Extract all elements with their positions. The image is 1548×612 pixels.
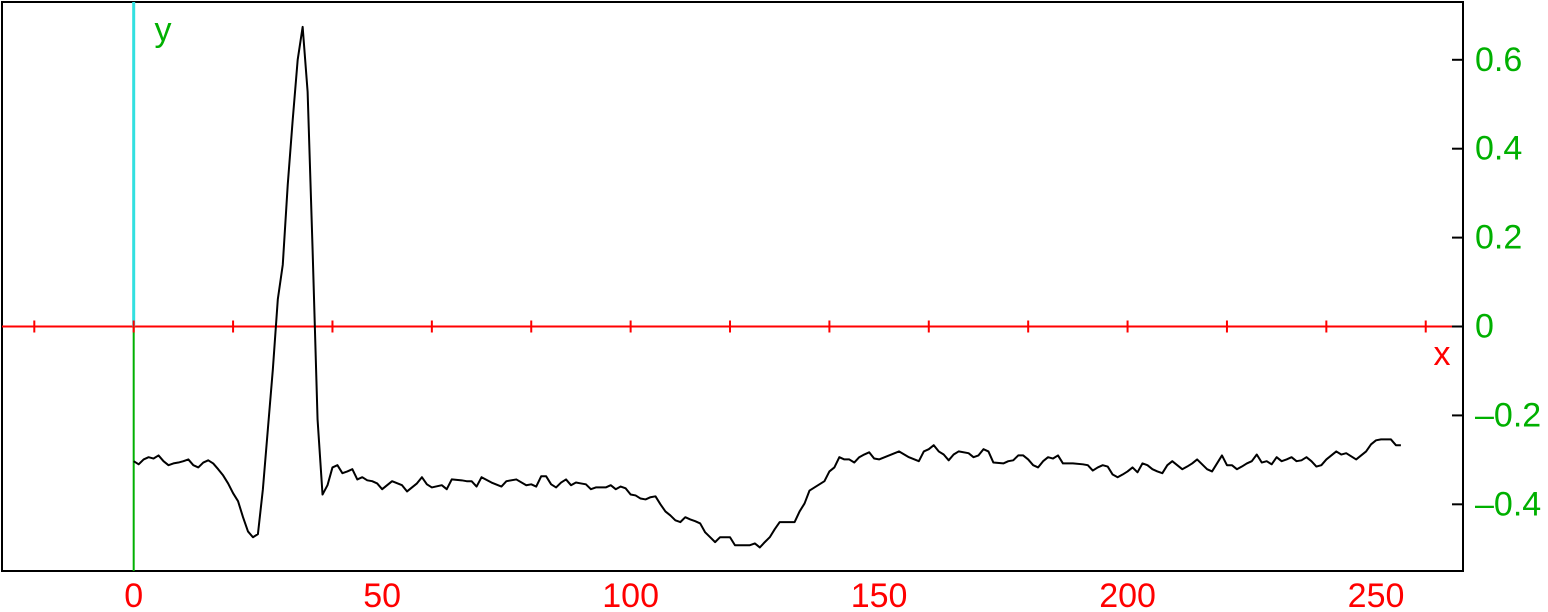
y-tick-label: 0.4 xyxy=(1475,130,1522,168)
y-tick-label: 0 xyxy=(1475,307,1494,345)
x-tick-label: 150 xyxy=(851,577,908,612)
x-tick-label: 0 xyxy=(124,577,143,612)
y-tick-label: –0.4 xyxy=(1475,485,1541,523)
x-tick-label: 100 xyxy=(602,577,659,612)
y-tick-label: 0.2 xyxy=(1475,219,1522,257)
y-tick-label: 0.6 xyxy=(1475,41,1522,79)
data-line xyxy=(133,25,1401,549)
x-tick-label: 250 xyxy=(1348,577,1405,612)
plot-frame xyxy=(1,1,1464,572)
y-axis-label: y xyxy=(155,11,172,49)
x-tick-label: 50 xyxy=(363,577,401,612)
x-axis-label: x xyxy=(1434,335,1451,373)
y-tick-label: –0.2 xyxy=(1475,396,1541,434)
x-tick-label: 200 xyxy=(1099,577,1156,612)
